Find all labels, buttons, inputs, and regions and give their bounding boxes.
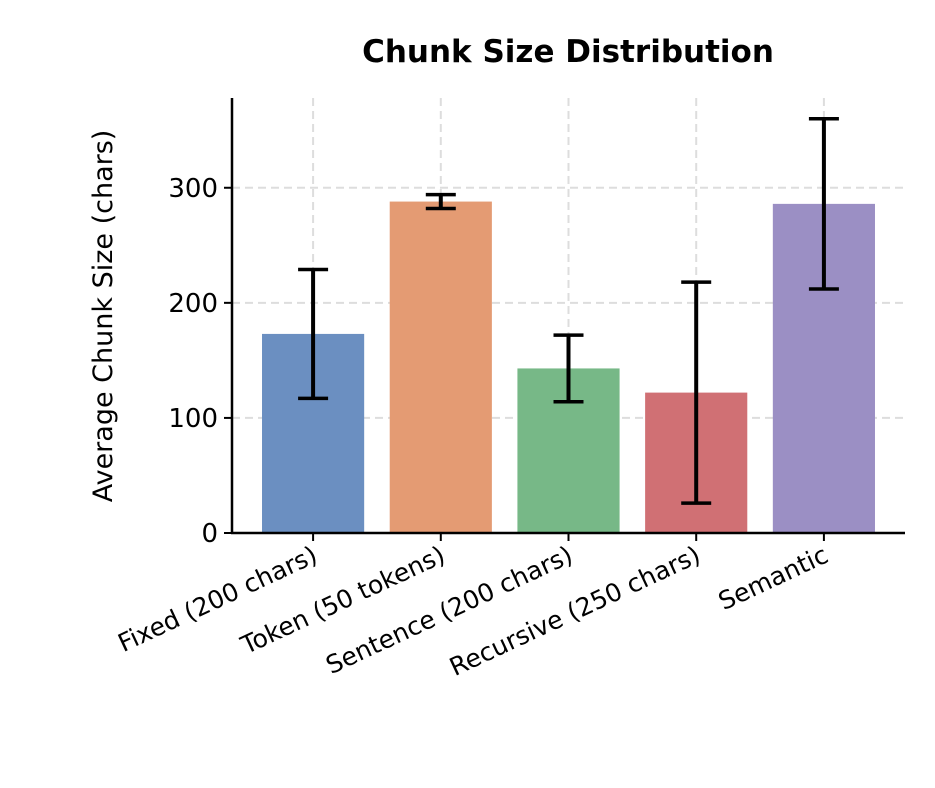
chart-title: Chunk Size Distribution: [362, 34, 774, 70]
y-tick-label: 300: [168, 174, 218, 204]
x-tick-label: Semantic: [714, 540, 833, 616]
x-tick-label: Recursive (250 chars): [445, 540, 705, 682]
y-axis-label: Average Chunk Size (chars): [88, 130, 119, 503]
x-tick-label: Token (50 tokens): [236, 540, 450, 660]
bar: [389, 201, 492, 534]
bars: [262, 201, 875, 534]
axes: [224, 98, 905, 541]
error-bars: [298, 116, 839, 505]
y-tick-label: 100: [168, 404, 218, 434]
y-tick-label: 0: [201, 519, 218, 549]
y-tick-label: 200: [168, 289, 218, 319]
